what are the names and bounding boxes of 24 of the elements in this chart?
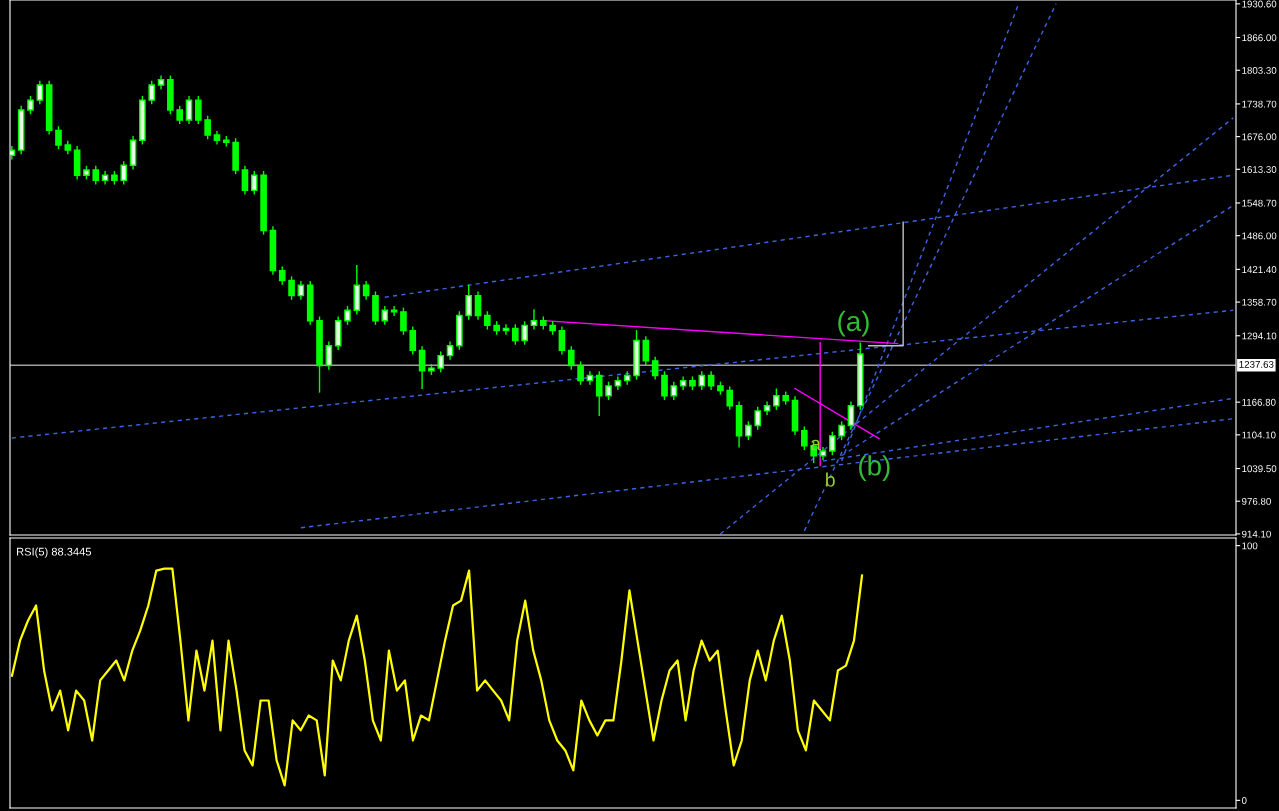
y-tick-label: 1104.10 [1242, 431, 1276, 439]
y-tick-label: 1676.00 [1242, 133, 1277, 141]
y-tick-label: 1039.50 [1242, 465, 1277, 473]
y-tick-label: 976.80 [1242, 497, 1271, 505]
y-tick-label: 1294.10 [1242, 332, 1277, 340]
y-tick-label: 1803.30 [1242, 66, 1277, 74]
y-tick-label: 1866.00 [1242, 34, 1277, 42]
annotation: a [810, 439, 821, 451]
y-tick-label: 1166.80 [1242, 398, 1276, 406]
y-tick-label: 914.10 [1242, 530, 1271, 538]
y-tick-label: 1486.00 [1242, 232, 1277, 240]
y-tick-label: 1738.70 [1242, 100, 1277, 108]
annotation: (b) [859, 455, 890, 482]
ref-line-label: 1237.63 [1239, 360, 1274, 368]
annotation: (a) [838, 310, 869, 337]
y-tick-label: 0 [1241, 797, 1247, 804]
y-tick-label: 1358.70 [1242, 298, 1277, 306]
text: RSI(5) 88.3445 [17, 547, 92, 558]
y-tick-label: 1930.60 [1242, 0, 1277, 8]
y-tick-label: 1613.30 [1242, 166, 1277, 173]
annotation: b [826, 472, 835, 487]
y-tick-label: 1548.70 [1242, 199, 1277, 207]
y-tick-label: 100 [1242, 542, 1258, 550]
y-tick-label: 1421.40 [1242, 266, 1277, 273]
